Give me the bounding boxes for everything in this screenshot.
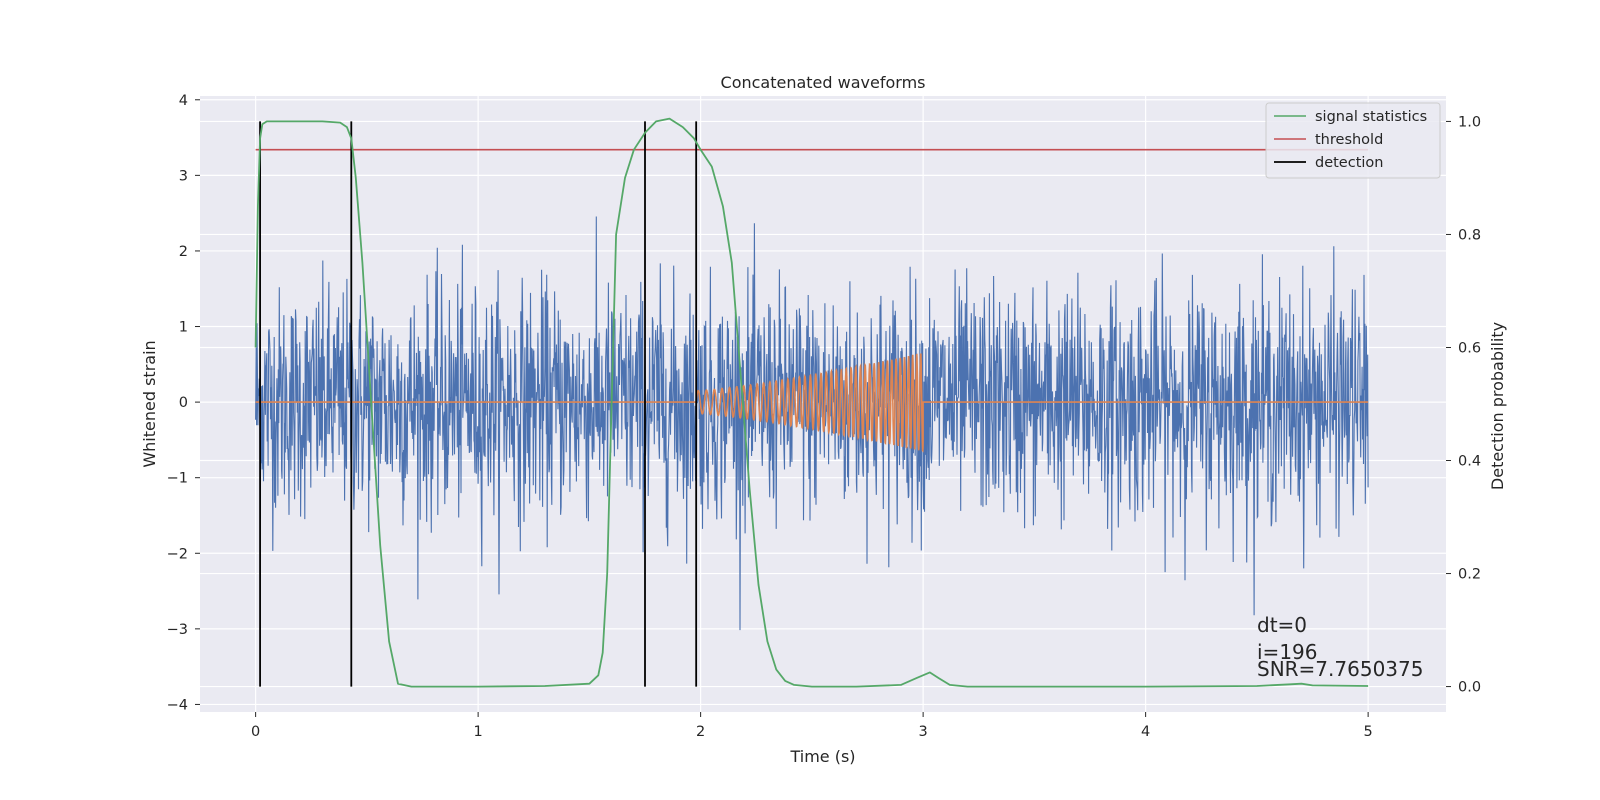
legend-label-detection: detection (1315, 155, 1383, 171)
y-tick-label: −3 (167, 622, 188, 638)
y2-tick-label: 0.4 (1458, 454, 1481, 470)
y2-tick-labels: 0.0 0.2 0.4 0.6 0.8 1.0 (1446, 114, 1481, 696)
strain-series (255, 216, 1369, 631)
detection-series (259, 121, 698, 687)
x-axis-label: Time (s) (789, 747, 855, 766)
y2-tick-label: 0.2 (1458, 567, 1481, 583)
x-tick-label: 0 (251, 724, 260, 740)
chart-title: Concatenated waveforms (721, 73, 926, 92)
annotation-snr: SNR=7.7650375 (1257, 657, 1423, 681)
y-tick-labels: −4 −3 −2 −1 0 1 2 3 4 (167, 93, 200, 713)
y-tick-label: 4 (179, 93, 188, 109)
y-tick-label: 1 (179, 320, 188, 336)
injected-waveform-series (255, 353, 1369, 453)
x-tick-label: 5 (1364, 724, 1373, 740)
y-tick-label: 3 (179, 168, 188, 184)
y2-tick-label: 0.0 (1458, 680, 1481, 696)
legend-label-threshold: threshold (1315, 132, 1383, 148)
y-tick-label: 0 (179, 395, 188, 411)
strain-line (255, 216, 1369, 631)
legend-label-signal-statistics: signal statistics (1315, 109, 1427, 125)
y2-tick-label: 1.0 (1458, 114, 1481, 130)
legend: signal statistics threshold detection (1265, 102, 1441, 179)
x-tick-label: 2 (696, 724, 705, 740)
x-tick-label: 4 (1141, 724, 1150, 740)
injected-waveform-line (255, 353, 1369, 453)
x-tick-labels: 0 1 2 3 4 5 (251, 712, 1373, 740)
x-tick-label: 1 (474, 724, 483, 740)
annotation-index: i=196 (1257, 640, 1318, 664)
signal-statistics-line (254, 117, 1369, 688)
y-tick-label: −4 (167, 697, 188, 713)
legend-box (1265, 102, 1441, 179)
y-tick-label: −2 (167, 546, 188, 562)
y2-axis-label: Detection probability (1488, 322, 1507, 490)
x-tick-label: 3 (919, 724, 928, 740)
annotation-dt: dt=0 (1257, 613, 1307, 637)
y2-tick-label: 0.6 (1458, 340, 1481, 356)
y-tick-label: −1 (167, 471, 188, 487)
signal-statistics-series (254, 117, 1369, 688)
y-axis-label: Whitened strain (140, 340, 159, 467)
y2-tick-label: 0.8 (1458, 227, 1481, 243)
y-tick-label: 2 (179, 244, 188, 260)
